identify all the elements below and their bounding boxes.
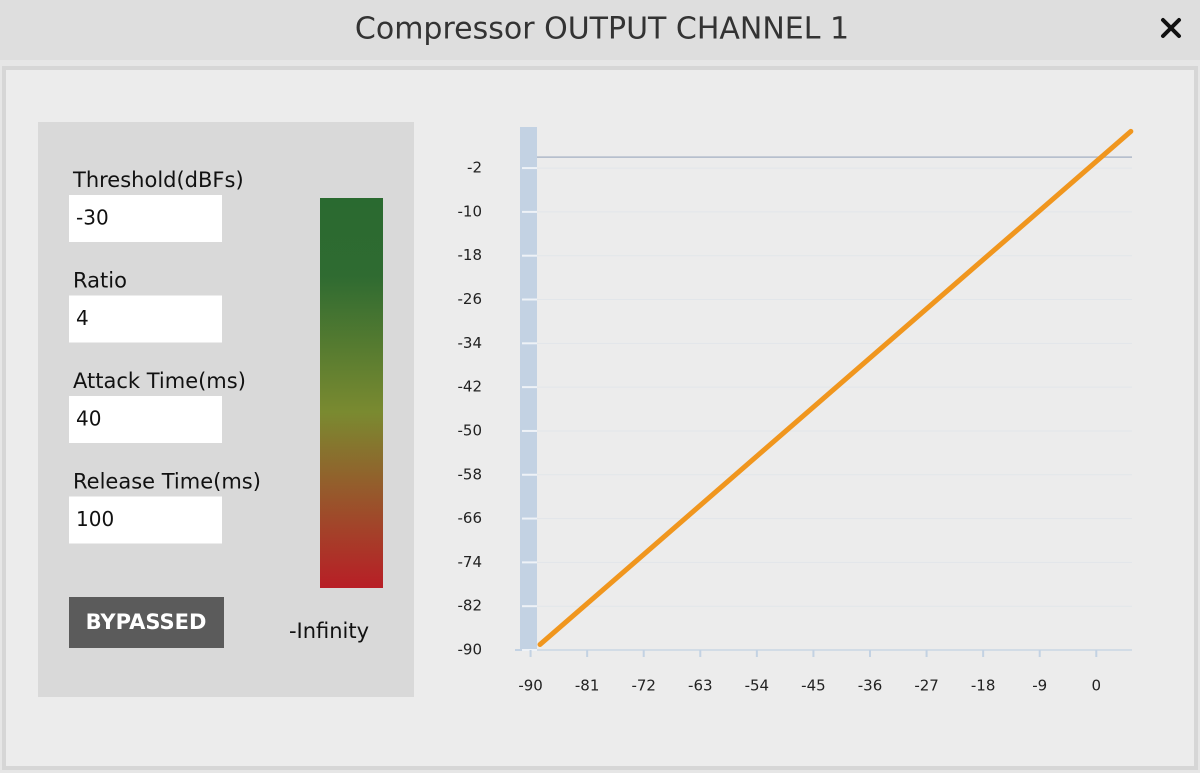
field-label: Release Time(ms) (73, 470, 261, 494)
x-tick-label: -81 (575, 677, 600, 695)
x-tick-label: -45 (801, 677, 826, 695)
y-tick-label: -26 (458, 290, 483, 308)
y-tick-label: -82 (458, 597, 483, 615)
x-tick-label: -27 (914, 677, 939, 695)
x-tick-label: -54 (745, 677, 770, 695)
y-tick-label: -90 (458, 641, 483, 659)
field-input[interactable] (69, 295, 222, 343)
field-input[interactable] (69, 496, 222, 544)
x-tick-label: -9 (1032, 677, 1047, 695)
y-axis-band (520, 127, 537, 650)
field-value: -30 (76, 206, 109, 230)
x-tick-label: -72 (631, 677, 656, 695)
field-value: 4 (76, 306, 89, 330)
x-tick-label: -63 (688, 677, 713, 695)
meter-label: -Infinity (289, 619, 369, 643)
transfer-curve (537, 128, 1134, 648)
bypass-label: BYPASSED (86, 610, 207, 634)
field-label: Ratio (73, 269, 127, 293)
field-label: Attack Time(ms) (73, 369, 246, 393)
field-input[interactable] (69, 195, 222, 242)
y-tick-label: -18 (458, 246, 483, 264)
y-tick-label: -66 (458, 509, 483, 527)
level-meter (320, 198, 383, 588)
y-tick-label: -2 (467, 159, 482, 177)
window-title: Compressor OUTPUT CHANNEL 1 (355, 12, 849, 47)
y-tick-label: -74 (458, 553, 483, 571)
close-button[interactable] (1161, 18, 1181, 38)
field-value: 100 (76, 507, 114, 531)
field-input[interactable] (69, 396, 222, 443)
y-tick-label: -58 (458, 465, 483, 483)
field-label: Threshold(dBFs) (72, 168, 244, 192)
y-tick-label: -34 (458, 334, 483, 352)
y-tick-label: -50 (458, 421, 483, 439)
x-tick-label: 0 (1092, 677, 1102, 695)
x-tick-label: -90 (518, 677, 543, 695)
title-bar (0, 0, 1200, 60)
bypass-button[interactable] (69, 597, 224, 648)
y-tick-label: -10 (458, 202, 483, 220)
x-tick-label: -18 (971, 677, 996, 695)
field-value: 40 (76, 407, 101, 431)
y-tick-label: -42 (458, 378, 483, 396)
x-tick-label: -36 (858, 677, 883, 695)
